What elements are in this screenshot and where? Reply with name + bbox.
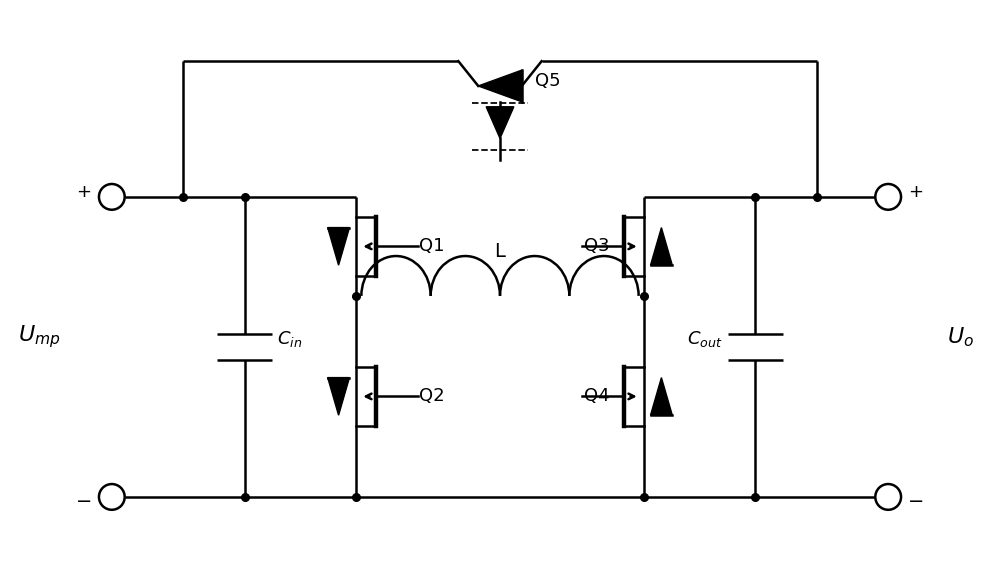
Text: $C_{in}$: $C_{in}$: [277, 329, 302, 349]
Polygon shape: [478, 70, 522, 102]
Polygon shape: [328, 377, 349, 415]
Text: Q2: Q2: [419, 387, 444, 405]
Text: +: +: [908, 183, 923, 201]
Text: $U_{mp}$: $U_{mp}$: [18, 324, 61, 351]
Text: Q5: Q5: [535, 72, 560, 90]
Text: +: +: [77, 183, 92, 201]
Text: Q1: Q1: [419, 238, 444, 255]
Polygon shape: [328, 228, 349, 265]
Text: Q4: Q4: [584, 387, 610, 405]
Polygon shape: [651, 228, 672, 265]
Text: L: L: [495, 242, 505, 262]
Text: Q3: Q3: [584, 238, 610, 255]
Text: −: −: [908, 492, 924, 512]
Text: $U_o$: $U_o$: [947, 325, 974, 349]
Polygon shape: [486, 107, 514, 138]
Polygon shape: [651, 377, 672, 415]
Text: $C_{out}$: $C_{out}$: [687, 329, 723, 349]
Text: −: −: [76, 492, 92, 512]
